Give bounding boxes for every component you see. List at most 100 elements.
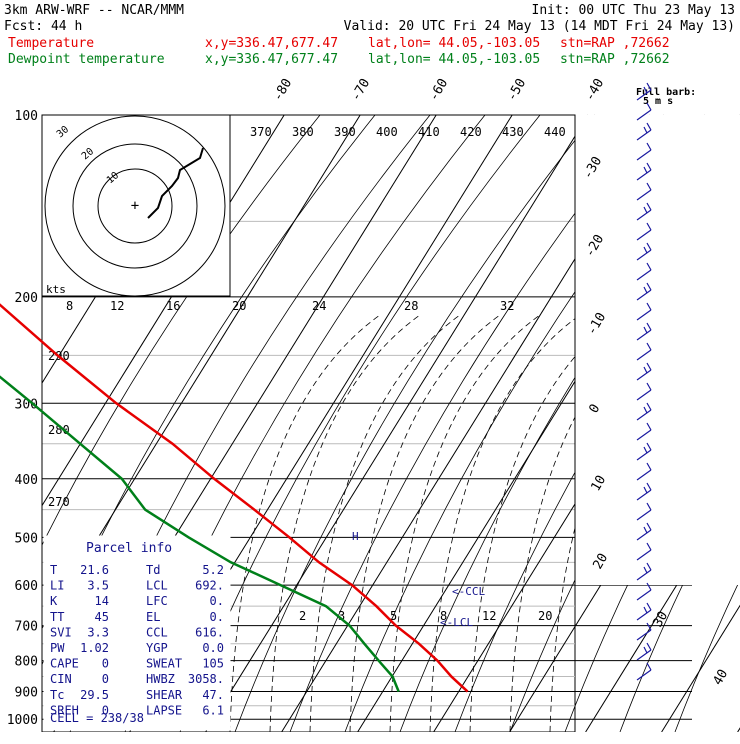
barb-flag [643, 406, 648, 414]
barb-shaft [636, 409, 652, 421]
wind-barb [636, 382, 652, 401]
wet-bulb-label: 32 [500, 299, 514, 313]
parcel-value: 0 [102, 672, 109, 686]
parcel-label: SWEAT [146, 657, 182, 671]
theta-e-label: 440 [544, 125, 566, 139]
wind-barb [636, 502, 652, 521]
barb-flag [646, 542, 652, 551]
barb-flag [643, 326, 648, 334]
theta-e-label: 430 [502, 125, 524, 139]
parcel-label: CCL [146, 625, 168, 639]
isotherm-label: -60 [426, 76, 451, 104]
barb-shaft [636, 529, 652, 541]
wind-barb [636, 202, 652, 221]
wind-barb [636, 242, 652, 261]
pressure-label: 200 [15, 291, 38, 306]
wind-barb [636, 582, 652, 601]
temperature-station: stn=RAP ,72662 [560, 36, 670, 51]
wind-barb [636, 302, 652, 321]
isotherm [661, 604, 740, 733]
moist-adiabat [349, 314, 501, 733]
dewpoint-legend: Dewpoint temperature [8, 52, 165, 67]
parcel-label: K [50, 594, 58, 608]
barb-flag [646, 162, 652, 171]
theta-e-label: 390 [334, 125, 356, 139]
parcel-label: Tc [50, 688, 64, 702]
barb-flag [646, 102, 652, 111]
wind-barb [636, 622, 652, 641]
barb-shaft [636, 389, 652, 401]
temperature-latlon: lat,lon= 44.05,-103.05 [368, 36, 540, 51]
barb-shaft [636, 109, 652, 121]
barb-flag [643, 246, 648, 254]
theta-e-label: 420 [460, 125, 482, 139]
barb-flag [646, 622, 652, 631]
barb-shaft [636, 249, 652, 261]
mixing-ratio-label: 3 [338, 609, 345, 623]
wind-barb [636, 222, 652, 241]
pressure-label: 800 [15, 655, 38, 670]
barb-flag [646, 242, 652, 251]
parcel-label: T [50, 563, 57, 577]
barb-flag [646, 602, 652, 611]
parcel-value: 6.1 [202, 703, 224, 717]
wind-barb [636, 442, 652, 461]
barb-shaft [636, 469, 652, 481]
isotherm [205, 114, 589, 733]
wind-barb [636, 322, 652, 341]
barb-flag [646, 562, 652, 571]
barb-flag [643, 286, 648, 294]
barb-flag [646, 142, 652, 151]
parcel-label: LI [50, 579, 64, 593]
barb-flag [646, 522, 652, 531]
background-lines [0, 114, 740, 742]
parcel-label: YGP [146, 641, 168, 655]
barb-shaft [636, 129, 652, 141]
barb-shaft [636, 649, 652, 661]
temperature-coords: x,y=336.47,677.47 [205, 36, 338, 51]
parcel-label: PW [50, 641, 65, 655]
pressure-label: 600 [15, 579, 38, 594]
parcel-value: 3058. [188, 672, 224, 686]
parcel-label: LFC [146, 594, 168, 608]
wind-barb [636, 282, 652, 301]
parcel-value: 3.3 [87, 625, 109, 639]
temperature-legend: Temperature [8, 36, 94, 51]
pressure-label: 500 [15, 531, 38, 546]
isotherm-label: -40 [582, 76, 607, 104]
wet-bulb-label: 20 [232, 299, 246, 313]
forecast-hour: Fcst: 44 h [4, 19, 82, 34]
wind-barb [636, 402, 652, 421]
parcel-value: 0.0 [202, 641, 224, 655]
wind-barb [636, 142, 652, 161]
hodograph-center-mark: + [131, 198, 139, 214]
barb-shaft [636, 349, 652, 361]
wind-barbs [636, 82, 652, 681]
pressure-label: 400 [15, 473, 38, 488]
parcel-label: CIN [50, 672, 72, 686]
isotherm [585, 482, 740, 733]
barb-flag [646, 642, 652, 651]
parcel-value: 616. [195, 625, 224, 639]
dry-adiabat [234, 114, 596, 733]
full-barb-unit: 5 m s [643, 96, 673, 107]
dry-adiabat-label: 270 [48, 495, 70, 509]
wind-barb [636, 542, 652, 561]
parcel-label: SVI [50, 625, 72, 639]
barb-flag [646, 442, 652, 451]
h-marker: H [352, 530, 359, 543]
mask [575, 115, 740, 585]
wind-barb [636, 102, 652, 121]
hodograph: + 10 20 30 kts [41, 114, 231, 297]
wind-barb [636, 122, 652, 141]
barb-flag [646, 322, 652, 331]
barb-flag [643, 566, 648, 574]
wind-barb [636, 422, 652, 441]
barb-shaft [636, 269, 652, 281]
parcel-value: 0 [102, 703, 109, 717]
barb-flag [646, 222, 652, 231]
barb-shaft [636, 489, 652, 501]
